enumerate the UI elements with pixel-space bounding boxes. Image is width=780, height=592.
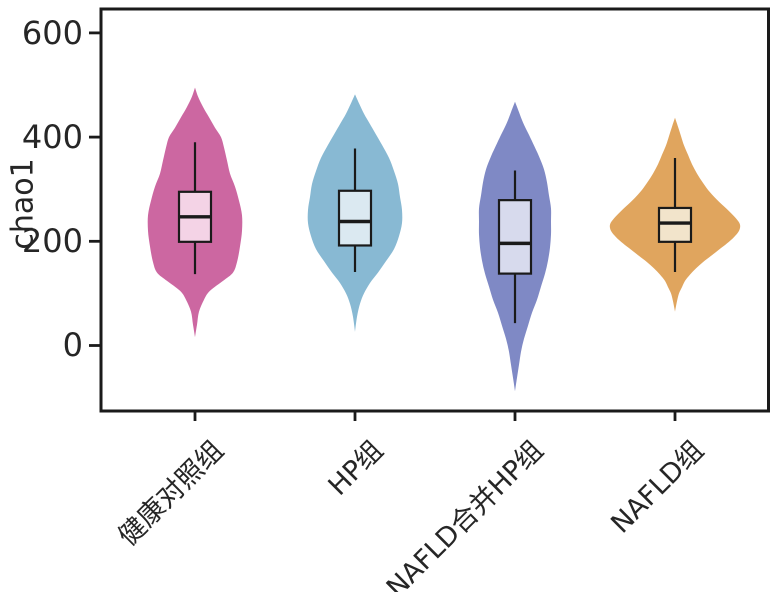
y-tick-label-400: 400 — [21, 118, 83, 156]
plot-border — [99, 7, 770, 413]
iqr-box-2 — [497, 199, 533, 275]
y-tick-label-200: 200 — [21, 222, 83, 260]
y-tick-label-0: 0 — [62, 326, 83, 364]
y-tick-label-600: 600 — [21, 14, 83, 52]
iqr-box-1 — [337, 189, 373, 247]
iqr-box-3 — [657, 206, 693, 243]
